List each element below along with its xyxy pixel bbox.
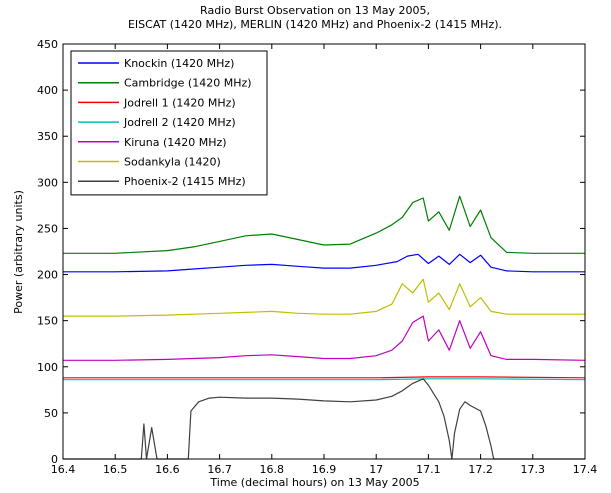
- legend-label: Jodrell 2 (1420 MHz): [123, 116, 236, 129]
- x-tick-label: 16.5: [103, 463, 128, 476]
- chart-title: Radio Burst Observation on 13 May 2005,: [200, 4, 430, 17]
- plot-area: [63, 195, 586, 460]
- series-line: [63, 378, 586, 381]
- series-line: [63, 315, 586, 361]
- x-tick-label: 16.6: [155, 463, 180, 476]
- y-tick-label: 300: [37, 176, 58, 189]
- y-tick-label: 350: [37, 130, 58, 143]
- legend-label: Kiruna (1420 MHz): [124, 136, 227, 149]
- series-line: [63, 376, 586, 379]
- y-tick-label: 100: [37, 361, 58, 374]
- x-tick-label: 17.2: [468, 463, 493, 476]
- legend-label: Cambridge (1420 MHz): [124, 77, 252, 90]
- x-tick-label: 16.9: [312, 463, 337, 476]
- y-tick-label: 250: [37, 222, 58, 235]
- series-line: [63, 278, 585, 317]
- series-line: [63, 253, 585, 273]
- legend-label: Knockin (1420 MHz): [124, 57, 234, 70]
- x-tick-label: 17.4: [573, 463, 598, 476]
- y-tick-label: 0: [51, 453, 58, 466]
- legend-box: [70, 50, 268, 196]
- y-tick-label: 50: [44, 407, 58, 420]
- y-tick-label: 450: [37, 38, 58, 51]
- x-tick-label: 16.7: [207, 463, 232, 476]
- x-tick-label: 17.3: [521, 463, 546, 476]
- y-axis-label: Power (arbitrary units): [12, 190, 25, 314]
- y-tick-label: 400: [37, 84, 58, 97]
- y-axis: 0 50 100 150 200 250 300 350 400 450: [37, 38, 585, 466]
- x-axis-label: Time (decimal hours) on 13 May 2005: [209, 476, 419, 489]
- legend: Knockin (1420 MHz) Cambridge (1420 MHz) Jo…: [70, 50, 268, 196]
- x-tick-label: 17: [369, 463, 383, 476]
- x-tick-label: 17.1: [416, 463, 441, 476]
- x-axis: 16.4 16.5 16.6 16.7 16.8 16.9 17 17.1 17.2 17.3 17…: [51, 44, 598, 476]
- chart-subtitle: EISCAT (1420 MHz), MERLIN (1420 MHz) and…: [128, 18, 502, 31]
- legend-label: Sodankyla (1420): [124, 156, 221, 169]
- x-tick-label: 16.8: [260, 463, 285, 476]
- series-line: [63, 195, 585, 254]
- y-tick-label: 200: [37, 269, 58, 282]
- legend-label: Jodrell 1 (1420 MHz): [123, 96, 236, 109]
- y-tick-label: 150: [37, 315, 58, 328]
- x-tick-label: 16.4: [51, 463, 76, 476]
- legend-label: Phoenix-2 (1415 MHz): [124, 175, 246, 188]
